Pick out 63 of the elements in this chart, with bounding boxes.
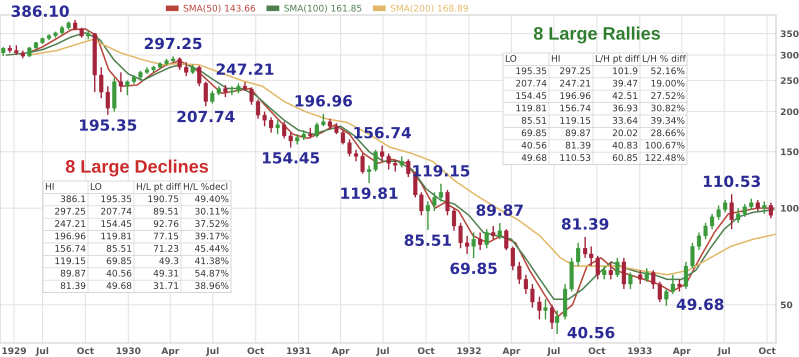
annotation: 154.45 (262, 152, 320, 164)
x-tick-label: Apr (161, 347, 180, 356)
y-tick-label: 350 (780, 30, 799, 38)
x-tick-label: 1933 (628, 347, 652, 354)
annotation: 297.25 (144, 38, 202, 50)
text: 40.56 81.39 40.83 100.67% (522, 142, 684, 149)
text: 69.85 89.87 20.02 28.66% (522, 129, 684, 136)
x-tick-label: Oct (418, 347, 434, 354)
x-tick-label: Jul (717, 347, 730, 356)
annotation: 207.74 (178, 110, 235, 122)
annotation: 195.35 (80, 119, 136, 131)
legend-label: SMA(50) 143.66 (184, 4, 256, 13)
x-tick-label: Jul (546, 347, 560, 356)
y-tick-label: 150 (781, 148, 799, 156)
x-tick-label: Oct (758, 347, 776, 354)
text: 81.39 49.68 31.71 38.96% (60, 282, 228, 290)
text: 89.87 40.56 49.31 54.87% (60, 270, 228, 277)
annotation: 40.56 (568, 326, 614, 338)
x-tick-label: Oct (588, 347, 606, 354)
annotation: 85.51 (404, 234, 452, 246)
text: 196.96 119.81 77.15 39.17% (55, 232, 228, 240)
annotation: 49.68 (676, 298, 724, 310)
text: 85.51 119.15 33.64 39.34% (522, 116, 684, 124)
annotation: 196.96 (296, 95, 352, 107)
legend-label: SMA(100) 161.85 (284, 4, 362, 13)
x-tick-label: Oct (247, 347, 264, 354)
annotation: 8 Large Declines (66, 160, 208, 176)
y-tick-label: 300 (780, 52, 799, 59)
annotation: 81.39 (562, 218, 608, 230)
annotation: 247.21 (216, 63, 274, 75)
x-tick-label: 1931 (287, 347, 311, 354)
legend-label: SMA(200) 168.89 (390, 4, 468, 13)
text: 154.45 196.96 42.51 27.52% (516, 92, 684, 100)
text: LO HI L/H pt diff L/H % diff (506, 54, 686, 64)
y-tick-label: 250 (780, 77, 799, 84)
text: 49.68 110.53 60.85 122.48% (522, 154, 684, 162)
x-tick-label: 1929 (2, 347, 26, 354)
x-tick-label: Oct (77, 347, 94, 354)
text: 297.25 207.74 89.51 30.11% (55, 208, 228, 215)
x-tick-label: 1932 (457, 347, 481, 354)
x-tick-label: Jul (376, 347, 389, 356)
text: 156.74 85.51 71.23 45.44% (55, 244, 228, 252)
text: 195.35 297.25 101.9 52.16% (516, 67, 684, 74)
y-tick-label: 200 (780, 108, 799, 116)
annotation: 386.10 (12, 5, 69, 17)
y-tick-label: 50 (780, 301, 792, 308)
x-tick-label: Apr (502, 347, 520, 356)
text: 247.21 154.45 92.76 37.52% (55, 220, 228, 228)
x-tick-label: Apr (332, 347, 350, 356)
annotation: 69.85 (450, 262, 497, 274)
x-tick-label: Jul (206, 347, 218, 356)
text: 119.15 69.85 49.3 41.38% (55, 257, 228, 264)
x-tick-label: Apr (672, 347, 691, 356)
x-tick-label: 1930 (116, 347, 140, 354)
annotation: 8 Large Rallies (534, 26, 660, 44)
annotation: 110.53 (704, 176, 760, 188)
text: 119.81 156.74 36.93 30.82% (516, 104, 684, 112)
x-tick-label: Jul (36, 347, 48, 356)
text: HI LO H/L pt diff H/L %decl (46, 182, 228, 192)
text: 386.1 195.35 190.75 49.40% (60, 195, 228, 202)
annotation: 119.81 (341, 187, 398, 199)
y-tick-label: 100 (781, 204, 799, 212)
text: 207.74 247.21 39.47 19.00% (516, 80, 684, 87)
